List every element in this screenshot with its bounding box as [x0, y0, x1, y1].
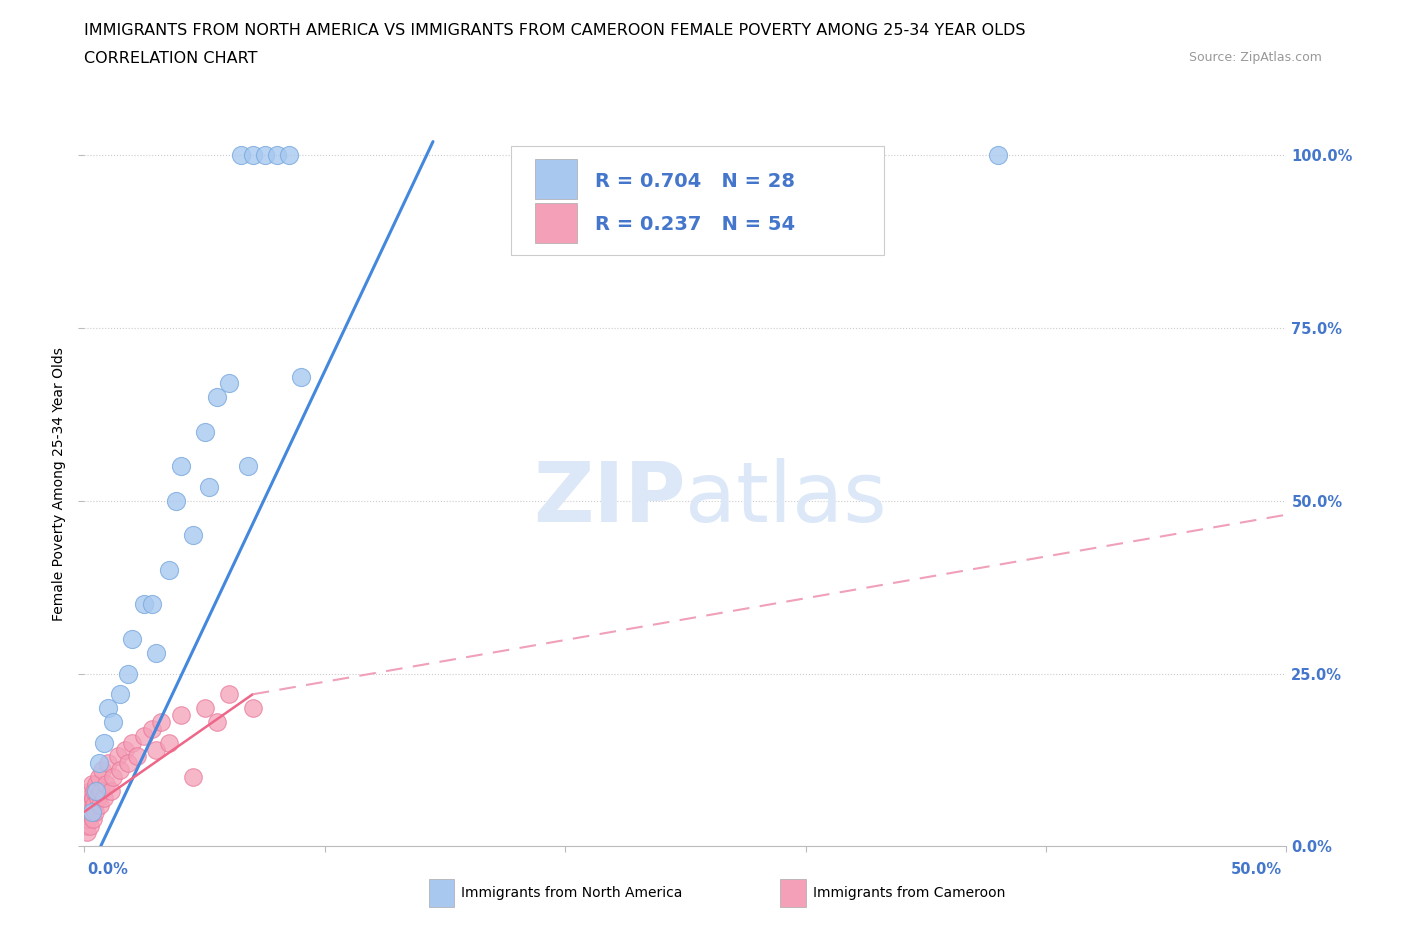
- Point: [97, 873, 120, 888]
- Point: [169, 708, 191, 723]
- Text: Source: ZipAtlas.com: Source: ZipAtlas.com: [1188, 51, 1322, 64]
- Text: IMMIGRANTS FROM NORTH AMERICA VS IMMIGRANTS FROM CAMEROON FEMALE POVERTY AMONG 2: IMMIGRANTS FROM NORTH AMERICA VS IMMIGRA…: [84, 23, 1026, 38]
- Point: [229, 148, 252, 163]
- Point: [86, 777, 108, 791]
- Point: [87, 770, 110, 785]
- Point: [107, 749, 129, 764]
- Point: [127, 749, 149, 764]
- Point: [80, 873, 103, 888]
- Point: [134, 597, 156, 612]
- Text: atlas: atlas: [686, 458, 887, 538]
- Point: [86, 790, 108, 805]
- Point: [145, 742, 167, 757]
- Point: [110, 887, 132, 902]
- Point: [205, 714, 228, 729]
- Point: [218, 376, 240, 391]
- Point: [86, 881, 108, 896]
- Point: [76, 797, 98, 812]
- Point: [117, 666, 139, 681]
- Point: [114, 742, 136, 757]
- Point: [181, 528, 204, 543]
- Point: [110, 687, 132, 702]
- Point: [87, 756, 110, 771]
- Point: [266, 148, 288, 163]
- Point: [90, 784, 112, 799]
- Point: [75, 804, 97, 819]
- Text: 0.0%: 0.0%: [87, 862, 128, 877]
- Point: [117, 756, 139, 771]
- Point: [194, 700, 217, 715]
- Point: [145, 645, 167, 660]
- Point: [157, 736, 180, 751]
- Point: [253, 148, 276, 163]
- Bar: [536, 159, 578, 199]
- Point: [83, 797, 105, 812]
- Point: [97, 700, 120, 715]
- Point: [169, 458, 191, 473]
- Point: [198, 480, 221, 495]
- Point: [150, 714, 173, 729]
- Point: [86, 784, 108, 799]
- Point: [157, 563, 180, 578]
- Point: [93, 736, 115, 751]
- Point: [82, 790, 104, 805]
- Point: [121, 894, 143, 909]
- Point: [77, 867, 100, 882]
- Point: [77, 811, 100, 826]
- Point: [218, 687, 240, 702]
- Point: [242, 148, 264, 163]
- Point: [290, 369, 312, 384]
- Point: [76, 853, 98, 868]
- Point: [77, 859, 100, 874]
- Point: [242, 700, 264, 715]
- Text: CORRELATION CHART: CORRELATION CHART: [84, 51, 257, 66]
- Point: [103, 714, 125, 729]
- Point: [90, 867, 112, 882]
- Point: [194, 424, 217, 439]
- Point: [91, 763, 114, 777]
- Point: [79, 784, 101, 799]
- Point: [80, 804, 103, 819]
- Point: [97, 756, 120, 771]
- Point: [77, 790, 100, 805]
- Point: [141, 722, 163, 737]
- Point: [77, 804, 100, 819]
- Point: [75, 818, 97, 833]
- Point: [94, 777, 117, 791]
- Point: [141, 597, 163, 612]
- Point: [165, 494, 187, 509]
- Point: [134, 728, 156, 743]
- Point: [76, 825, 98, 840]
- Point: [84, 804, 107, 819]
- FancyBboxPatch shape: [512, 146, 884, 255]
- Text: ZIP: ZIP: [533, 458, 686, 538]
- Point: [100, 784, 122, 799]
- Text: Immigrants from Cameroon: Immigrants from Cameroon: [813, 885, 1005, 900]
- Bar: [536, 203, 578, 243]
- Point: [80, 777, 103, 791]
- Point: [79, 818, 101, 833]
- Point: [110, 763, 132, 777]
- Point: [89, 797, 111, 812]
- Point: [181, 770, 204, 785]
- Point: [236, 458, 259, 473]
- Text: 50.0%: 50.0%: [1232, 862, 1282, 877]
- Text: R = 0.237   N = 54: R = 0.237 N = 54: [595, 215, 796, 234]
- Point: [80, 797, 103, 812]
- Point: [82, 811, 104, 826]
- Point: [121, 631, 143, 646]
- Point: [103, 770, 125, 785]
- Point: [93, 790, 115, 805]
- Y-axis label: Female Poverty Among 25-34 Year Olds: Female Poverty Among 25-34 Year Olds: [52, 347, 66, 620]
- Point: [121, 736, 143, 751]
- Point: [80, 804, 103, 819]
- Text: R = 0.704   N = 28: R = 0.704 N = 28: [595, 172, 796, 191]
- Text: Immigrants from North America: Immigrants from North America: [461, 885, 682, 900]
- Point: [83, 784, 105, 799]
- Point: [205, 390, 228, 405]
- Point: [277, 148, 299, 163]
- Point: [987, 148, 1010, 163]
